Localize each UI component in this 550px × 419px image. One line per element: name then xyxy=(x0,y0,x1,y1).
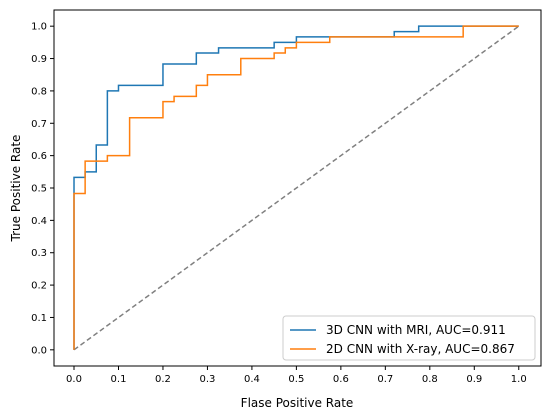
chance-diagonal-line xyxy=(73,25,520,351)
y-tick-label: 0.6 xyxy=(31,151,47,162)
y-tick-label: 0.8 xyxy=(31,86,47,97)
x-tick-label: 0.6 xyxy=(333,374,349,385)
y-tick-label: 0.2 xyxy=(31,281,47,292)
x-tick-label: 0.4 xyxy=(244,374,260,385)
plot-area xyxy=(73,25,520,351)
x-tick-label: 0.5 xyxy=(288,374,304,385)
y-tick-label: 0.7 xyxy=(31,119,47,130)
x-tick-label: 0.0 xyxy=(66,374,82,385)
x-tick-label: 0.1 xyxy=(111,374,127,385)
y-tick-label: 0.4 xyxy=(31,216,47,227)
legend-label-3d-cnn-mri: 3D CNN with MRI, AUC=0.911 xyxy=(326,323,506,337)
y-axis-label: True Positive Rate xyxy=(9,135,23,243)
roc-curve-3d-cnn-mri xyxy=(73,25,519,350)
x-tick-label: 0.2 xyxy=(155,374,171,385)
legend-box xyxy=(282,315,536,361)
x-tick-label: 0.7 xyxy=(377,374,393,385)
y-tick-label: 0.5 xyxy=(31,184,47,195)
y-tick-label: 1.0 xyxy=(31,22,47,33)
y-tick-label: 0.9 xyxy=(31,54,47,65)
axis-ticks: 0.0 0.1 0.2 0.3 0.4 0.5 0.6 0.7 0.8 0.9 1.0 0.0 0.1 0… xyxy=(31,22,527,385)
legend: 3D CNN with MRI, AUC=0.911 2D CNN with X… xyxy=(282,315,536,361)
y-tick-label: 0.0 xyxy=(31,345,47,356)
x-tick-label: 0.9 xyxy=(466,374,482,385)
y-tick-label: 0.1 xyxy=(31,313,47,324)
x-axis-label: Flase Positive Rate xyxy=(241,396,354,410)
x-tick-label: 0.3 xyxy=(199,374,215,385)
legend-label-2d-cnn-xray: 2D CNN with X-ray, AUC=0.867 xyxy=(326,342,515,356)
roc-curve-2d-cnn-xray xyxy=(73,25,519,350)
x-tick-label: 0.8 xyxy=(422,374,438,385)
x-tick-label: 1.0 xyxy=(511,374,527,385)
y-tick-label: 0.3 xyxy=(31,248,47,259)
plot-frame xyxy=(53,9,542,367)
